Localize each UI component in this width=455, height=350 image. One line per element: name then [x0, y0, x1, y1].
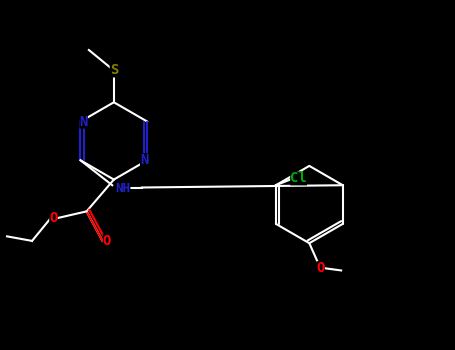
Text: N: N [80, 114, 88, 128]
Text: O: O [317, 261, 325, 275]
Text: O: O [49, 211, 58, 225]
Text: S: S [110, 63, 118, 77]
Text: O: O [103, 234, 111, 248]
Text: N: N [140, 153, 148, 167]
Text: Cl: Cl [290, 172, 307, 186]
Text: NH: NH [116, 182, 131, 195]
